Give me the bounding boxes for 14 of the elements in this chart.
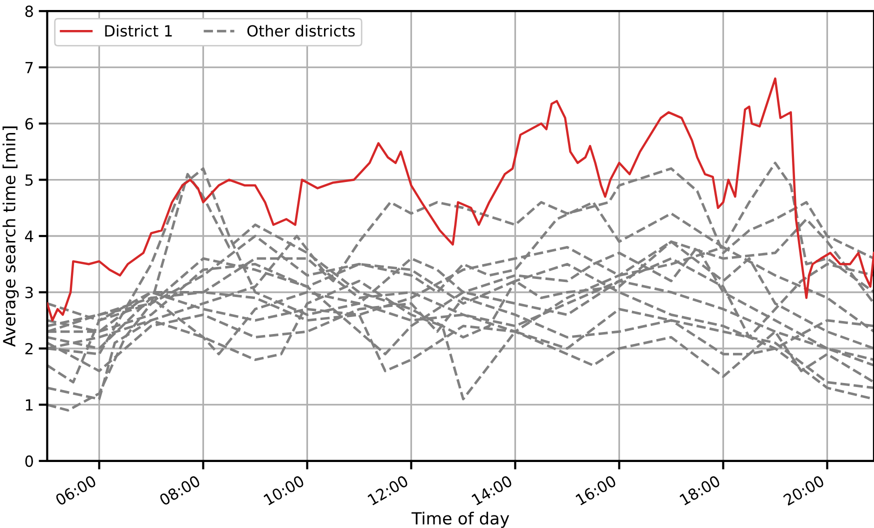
y-tick-label: 3 [25,286,33,298]
x-axis-title: Time of day [412,512,510,528]
y-tick-label: 6 [25,118,34,130]
y-tick-label: 2 [25,342,32,354]
y-tick-label: 8 [25,6,33,18]
y-tick-label: 7 [26,62,33,74]
y-tick-label: 4 [25,230,34,242]
y-tick-label: 0 [25,455,33,467]
y-tick-label: 5 [25,174,33,186]
line-series [47,77,874,322]
y-axis-title: Average search time [min] [2,126,19,347]
y-tick-label: 1 [26,399,33,411]
legend-label: District 1 [105,24,172,37]
legend-label: Other districts [247,24,355,37]
